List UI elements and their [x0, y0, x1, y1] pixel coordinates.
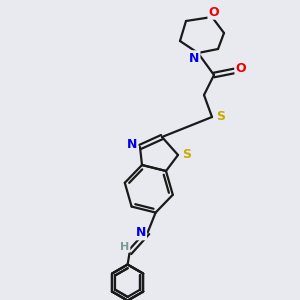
Text: S: S: [217, 110, 226, 122]
Text: N: N: [127, 139, 137, 152]
Text: N: N: [189, 52, 199, 64]
Text: H: H: [120, 242, 129, 252]
Text: N: N: [135, 226, 146, 239]
Text: O: O: [209, 5, 219, 19]
Text: S: S: [182, 148, 191, 160]
Text: O: O: [236, 62, 246, 76]
